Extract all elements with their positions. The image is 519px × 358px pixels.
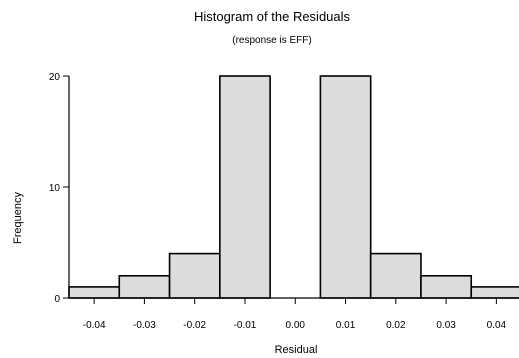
y-axis-label: Frequency — [12, 192, 24, 244]
histogram-bar-5 — [319, 75, 372, 299]
x-tick-label-6: 0.02 — [386, 320, 406, 331]
x-tick-label-4: 0.00 — [286, 320, 306, 331]
x-tick-label-8: 0.04 — [487, 320, 507, 331]
histogram-bar-2 — [168, 252, 221, 299]
x-tick-label-0: -0.04 — [83, 320, 106, 331]
histogram-bar-7 — [420, 274, 473, 299]
x-axis-label: Residual — [275, 344, 318, 356]
y-tick-label-0: 0 — [54, 294, 60, 305]
x-tick-label-2: -0.02 — [183, 320, 206, 331]
histogram-bar-8 — [470, 286, 519, 299]
y-tick-label-1: 10 — [49, 183, 61, 194]
axes: 0 10 20 -0.04 -0.03 -0.02 -0.01 0.00 0.01 0.02 0.0… — [49, 72, 519, 331]
histogram-bar-3 — [219, 75, 271, 299]
x-tick-label-1: -0.03 — [133, 320, 156, 331]
histogram-bars — [68, 75, 519, 299]
x-tick-label-5: 0.01 — [336, 320, 356, 331]
chart-title: Histogram of the Residuals — [194, 9, 351, 24]
histogram-bar-1 — [118, 274, 171, 299]
histogram-bar-0 — [68, 286, 121, 299]
histogram-bar-6 — [369, 252, 422, 299]
chart-subtitle: (response is EFF) — [232, 35, 311, 46]
x-tick-label-7: 0.03 — [436, 320, 456, 331]
x-tick-label-3: -0.01 — [234, 320, 257, 331]
y-tick-label-2: 20 — [49, 72, 61, 83]
